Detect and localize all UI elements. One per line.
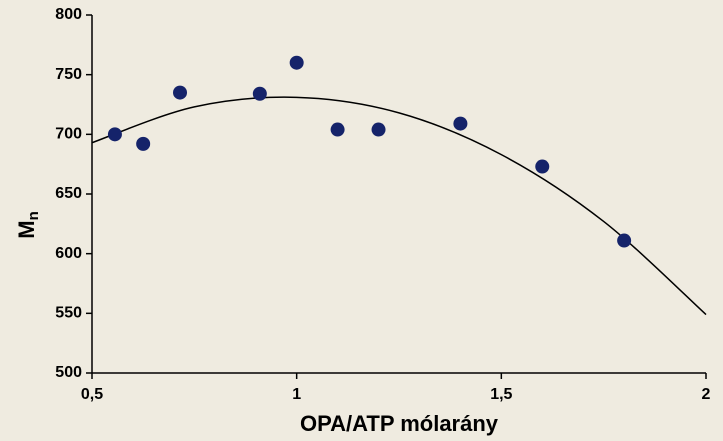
y-tick-label: 750 [55, 66, 82, 83]
data-point [371, 122, 386, 137]
y-tick-label: 550 [55, 305, 82, 322]
y-tick-label: 700 [55, 126, 82, 143]
y-tick-label: 600 [55, 245, 82, 262]
data-point [107, 127, 122, 142]
y-tick-label: 500 [55, 364, 82, 381]
data-point [617, 233, 632, 248]
data-point [173, 85, 188, 100]
x-tick-label: 2 [702, 386, 711, 403]
data-point [453, 116, 468, 131]
data-point [252, 86, 267, 101]
x-tick-label: 1 [292, 386, 301, 403]
trendline [91, 96, 707, 316]
y-axis-title-sub: n [25, 211, 42, 220]
data-point [330, 122, 345, 137]
y-axis-title-main: M [14, 220, 39, 238]
y-tick-label: 650 [55, 185, 82, 202]
data-point [136, 136, 151, 151]
y-axis-title: Mn [14, 211, 42, 239]
y-tick-label: 800 [55, 6, 82, 23]
x-tick-label: 0,5 [81, 386, 103, 403]
x-axis-title: OPA/ATP mólarány [300, 411, 499, 436]
x-tick-label: 1,5 [490, 386, 512, 403]
data-point [535, 159, 550, 174]
data-point [289, 55, 304, 70]
